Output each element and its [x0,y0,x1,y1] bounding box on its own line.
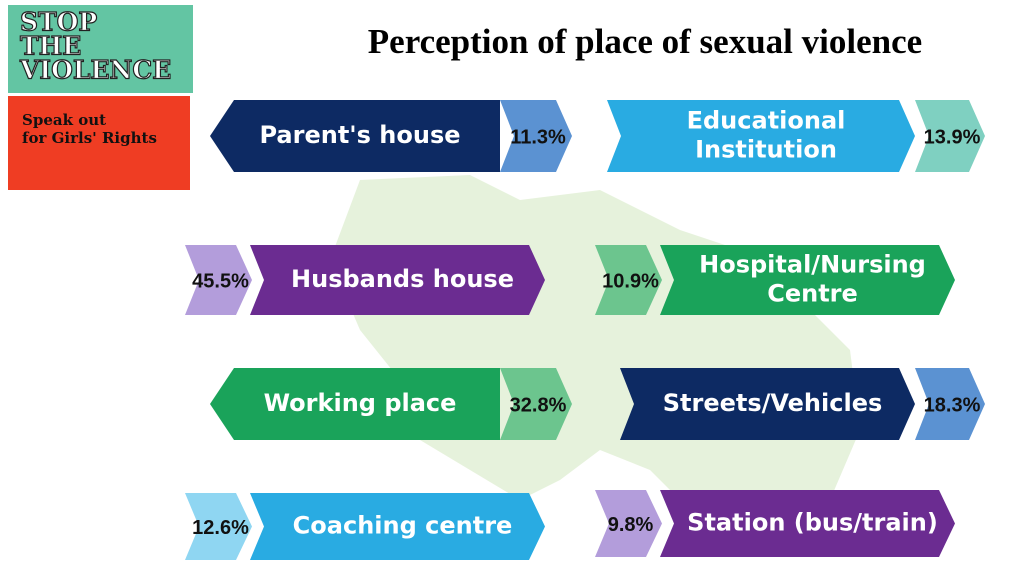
logo-tagline: Speak out [22,111,106,129]
item-value: 10.9% [602,270,659,292]
banner [607,100,915,172]
value-box [185,493,252,560]
logo-title: THE [20,32,81,61]
map-shape [330,175,860,540]
logo-title: STOP [20,8,97,37]
item-label: Husbands house [291,265,514,293]
title: Perception of place of sexual violence [368,22,922,61]
value-box [500,368,572,440]
item-label: Station (bus/train) [687,509,938,537]
value-box [595,245,662,315]
banner [660,245,955,315]
banner [250,245,545,315]
logo-top [8,5,193,93]
item-value: 13.9% [924,126,981,148]
item-label: Coaching centre [293,512,513,540]
item-value: 12.6% [192,517,249,539]
item-value: 11.3% [510,126,566,148]
item-value: 32.8% [510,394,567,416]
background-map [330,175,860,540]
item-label: Parent's house [259,121,460,149]
item-value: 45.5% [192,270,249,292]
value-box [500,100,572,172]
value-box [915,368,985,440]
item-label: Working place [264,389,457,417]
item-label: Streets/Vehicles [663,389,883,417]
banner [250,493,545,560]
value-box [915,100,985,172]
item-label: Educational [687,107,846,135]
item-label: Institution [695,136,837,164]
banner [210,100,500,172]
banner [210,368,500,440]
value-box [185,245,252,315]
banner [660,490,955,557]
logo-title: VIOLENCE [19,56,171,85]
item-label: Hospital/Nursing [699,251,926,279]
value-box [595,490,662,557]
item-value: 18.3% [924,394,981,416]
logo-bottom [8,96,190,190]
item-label: Centre [767,280,858,308]
logo-tagline: for Girls' Rights [22,129,157,147]
item-value: 9.8% [608,514,654,536]
banner [620,368,915,440]
